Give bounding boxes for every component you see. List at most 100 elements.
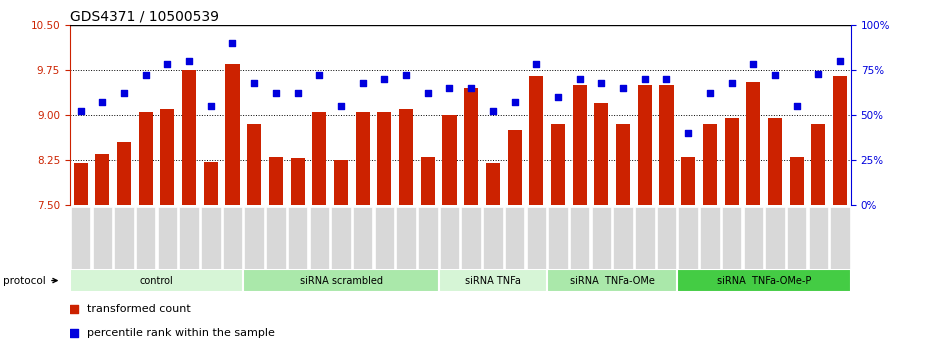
- FancyBboxPatch shape: [396, 207, 416, 269]
- Bar: [139, 112, 153, 205]
- Bar: [290, 158, 305, 205]
- FancyBboxPatch shape: [635, 207, 655, 269]
- FancyBboxPatch shape: [743, 207, 763, 269]
- Text: transformed count: transformed count: [87, 304, 191, 314]
- Bar: [833, 76, 847, 205]
- FancyBboxPatch shape: [549, 207, 567, 269]
- Point: [377, 76, 392, 82]
- Bar: [95, 154, 110, 205]
- Point: [832, 58, 847, 64]
- Point: [181, 58, 196, 64]
- Point: [637, 76, 652, 82]
- Point: [702, 91, 717, 96]
- Point: [681, 130, 696, 136]
- FancyBboxPatch shape: [614, 207, 632, 269]
- Bar: [225, 64, 240, 205]
- Point: [399, 73, 414, 78]
- Point: [355, 80, 370, 85]
- FancyBboxPatch shape: [136, 207, 155, 269]
- FancyBboxPatch shape: [331, 207, 351, 269]
- Point: [594, 80, 609, 85]
- Point: [551, 94, 565, 100]
- Bar: [594, 103, 608, 205]
- Bar: [443, 115, 457, 205]
- Text: protocol: protocol: [4, 275, 57, 286]
- Point: [659, 76, 674, 82]
- Bar: [551, 124, 565, 205]
- Point: [312, 73, 326, 78]
- Point: [290, 91, 305, 96]
- FancyBboxPatch shape: [245, 207, 264, 269]
- Bar: [117, 142, 131, 205]
- FancyBboxPatch shape: [657, 207, 676, 269]
- FancyBboxPatch shape: [375, 207, 394, 269]
- FancyBboxPatch shape: [70, 269, 244, 292]
- FancyBboxPatch shape: [765, 207, 785, 269]
- Bar: [355, 112, 370, 205]
- Bar: [529, 76, 543, 205]
- Bar: [312, 112, 326, 205]
- Point: [246, 80, 261, 85]
- Bar: [73, 163, 87, 205]
- Point: [160, 62, 175, 67]
- Bar: [269, 157, 283, 205]
- Bar: [768, 118, 782, 205]
- Bar: [681, 157, 696, 205]
- Point: [269, 91, 284, 96]
- FancyBboxPatch shape: [179, 207, 199, 269]
- Point: [420, 91, 435, 96]
- FancyBboxPatch shape: [505, 207, 525, 269]
- Bar: [616, 124, 631, 205]
- Point: [790, 103, 804, 109]
- FancyBboxPatch shape: [570, 207, 590, 269]
- FancyBboxPatch shape: [787, 207, 806, 269]
- Point: [66, 330, 81, 336]
- FancyBboxPatch shape: [722, 207, 741, 269]
- FancyBboxPatch shape: [201, 207, 220, 269]
- Point: [116, 91, 131, 96]
- Point: [204, 103, 219, 109]
- Text: GDS4371 / 10500539: GDS4371 / 10500539: [70, 10, 219, 24]
- Bar: [378, 112, 392, 205]
- Bar: [399, 109, 413, 205]
- Bar: [485, 163, 500, 205]
- Point: [724, 80, 739, 85]
- Bar: [420, 157, 435, 205]
- Point: [73, 109, 88, 114]
- FancyBboxPatch shape: [808, 207, 828, 269]
- Bar: [659, 85, 673, 205]
- FancyBboxPatch shape: [830, 207, 850, 269]
- Text: siRNA  TNFa-OMe-P: siRNA TNFa-OMe-P: [717, 275, 811, 286]
- FancyBboxPatch shape: [157, 207, 177, 269]
- FancyBboxPatch shape: [439, 269, 547, 292]
- Text: percentile rank within the sample: percentile rank within the sample: [87, 328, 275, 338]
- Bar: [160, 109, 175, 205]
- FancyBboxPatch shape: [114, 207, 134, 269]
- Point: [507, 99, 522, 105]
- Point: [616, 85, 631, 91]
- Text: siRNA scrambled: siRNA scrambled: [299, 275, 382, 286]
- Bar: [247, 124, 261, 205]
- FancyBboxPatch shape: [484, 207, 502, 269]
- Point: [811, 71, 826, 76]
- FancyBboxPatch shape: [288, 207, 307, 269]
- Bar: [464, 88, 478, 205]
- Point: [442, 85, 457, 91]
- Text: siRNA TNFa: siRNA TNFa: [465, 275, 521, 286]
- FancyBboxPatch shape: [679, 207, 698, 269]
- FancyBboxPatch shape: [310, 207, 329, 269]
- FancyBboxPatch shape: [677, 269, 851, 292]
- Bar: [204, 162, 218, 205]
- Point: [66, 306, 81, 312]
- Bar: [746, 82, 761, 205]
- Point: [529, 62, 544, 67]
- FancyBboxPatch shape: [418, 207, 437, 269]
- FancyBboxPatch shape: [700, 207, 720, 269]
- Text: control: control: [140, 275, 173, 286]
- Point: [746, 62, 761, 67]
- Bar: [703, 124, 717, 205]
- Point: [767, 73, 782, 78]
- Bar: [573, 85, 587, 205]
- Point: [485, 109, 500, 114]
- FancyBboxPatch shape: [526, 207, 546, 269]
